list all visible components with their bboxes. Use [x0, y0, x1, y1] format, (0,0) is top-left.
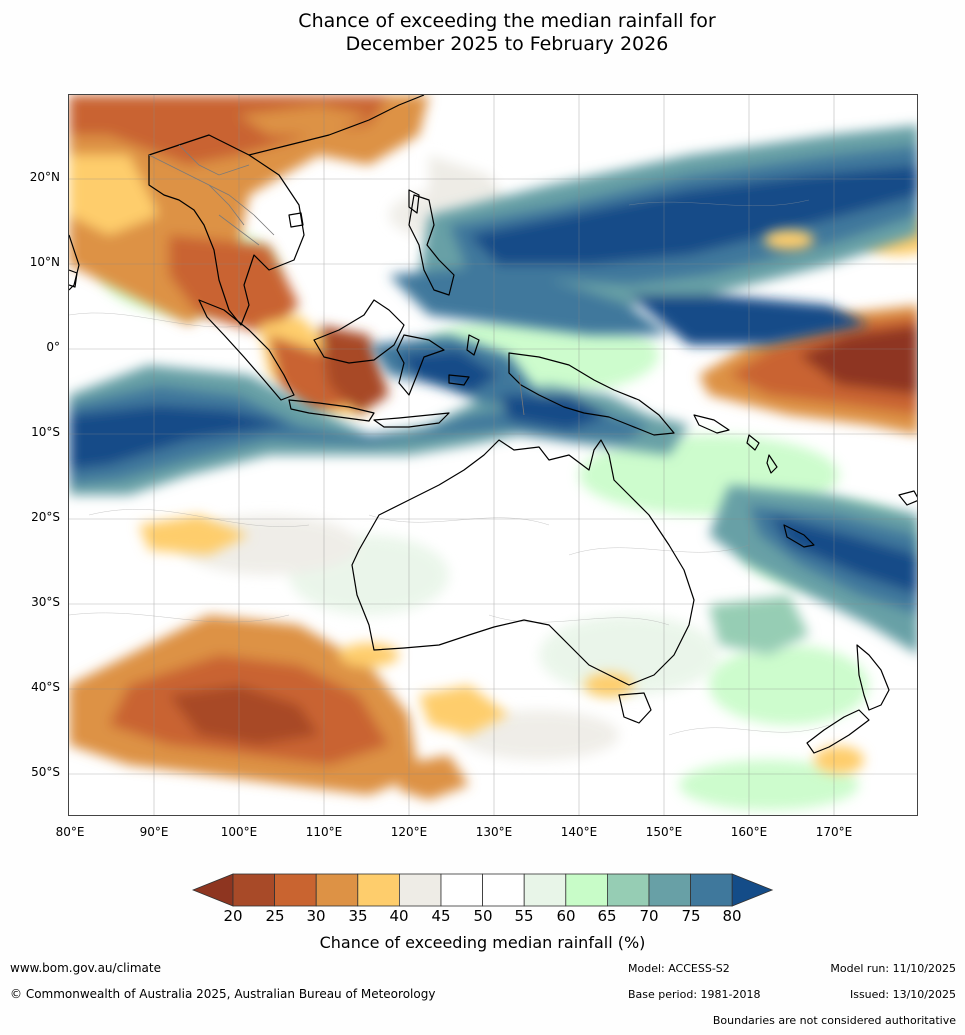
lat-label-50s: 50°S [31, 765, 60, 779]
legend-arrow-high [731, 873, 774, 907]
new-caledonia-coastline [783, 524, 815, 548]
legend-arrow-low [192, 873, 234, 907]
legend-tick-25: 25 [265, 907, 285, 925]
hainan-coastline [288, 212, 304, 228]
legend-tick-40: 40 [389, 907, 409, 925]
legend-tick-60: 60 [556, 907, 576, 925]
title-line-1: Chance of exceeding the median rainfall … [298, 10, 716, 32]
legend-tick-20: 20 [223, 907, 243, 925]
legend-swatch [565, 873, 608, 907]
new-guinea-coastline [508, 352, 675, 436]
legend-tick-70: 70 [639, 907, 659, 925]
map-svg [69, 95, 917, 815]
lon-label-100e: 100°E [220, 825, 258, 839]
lon-label-80e: 80°E [55, 825, 85, 839]
legend-swatch [398, 873, 442, 907]
rainfall-map [68, 94, 918, 816]
boundary-disclaimer: Boundaries are not considered authoritat… [712, 1014, 956, 1027]
borneo-coastline [313, 299, 405, 364]
legend-swatch [440, 873, 483, 907]
legend-swatch [690, 873, 733, 907]
sulawesi-coastline [396, 334, 445, 396]
legend-tick-65: 65 [597, 907, 617, 925]
lon-label-90e: 90°E [139, 825, 169, 839]
lat-label-40s: 40°S [31, 680, 60, 694]
coastlines [69, 95, 917, 754]
model-name: Model: ACCESS-S2 [628, 962, 730, 975]
lon-label-150e: 150°E [645, 825, 683, 839]
lon-label-170e: 170°E [815, 825, 853, 839]
lat-label-30s: 30°S [31, 595, 60, 609]
tasmania-coastline [618, 692, 652, 724]
legend-tick-30: 30 [306, 907, 326, 925]
issued-date: Issued: 13/10/2025 [849, 988, 956, 1001]
legend-tick-80: 80 [722, 907, 742, 925]
lon-label-120e: 120°E [390, 825, 428, 839]
chart-title: Chance of exceeding the median rainfall … [0, 10, 965, 56]
lat-label-20n: 20°N [29, 170, 60, 184]
lat-label-20s: 20°S [31, 510, 60, 524]
lon-label-160e: 160°E [730, 825, 768, 839]
legend-swatch [232, 873, 275, 907]
model-run-date: Model run: 11/10/2025 [830, 962, 956, 975]
legend-swatch [357, 873, 400, 907]
legend-title: Chance of exceeding median rainfall (%) [319, 933, 646, 952]
new-zealand-north-coastline [856, 644, 890, 711]
legend-swatch [315, 873, 359, 907]
lat-label-10s: 10°S [31, 425, 60, 439]
legend-swatch [482, 873, 525, 907]
lon-label-140e: 140°E [560, 825, 598, 839]
indochina-coastline [148, 134, 305, 326]
legend-colorbar [192, 873, 774, 907]
sri-lanka-coastline [69, 269, 78, 288]
legend-tick-45: 45 [431, 907, 451, 925]
graticule [69, 95, 917, 815]
new-zealand-south-coastline [806, 709, 870, 754]
base-period: Base period: 1981-2018 [628, 988, 761, 1001]
legend-swatch [606, 873, 650, 907]
copyright-text: © Commonwealth of Australia 2025, Austra… [10, 987, 436, 1001]
taiwan-coastline [408, 189, 420, 214]
china-coastline [248, 95, 425, 156]
lat-label-10n: 10°N [29, 255, 60, 269]
title-line-2: December 2025 to February 2026 [345, 33, 669, 55]
website-link[interactable]: www.bom.gov.au/climate [10, 961, 161, 975]
lon-label-110e: 110°E [305, 825, 343, 839]
lat-label-0: 0° [46, 340, 60, 354]
sumatra-coastline [198, 299, 295, 401]
country-borders [148, 144, 525, 416]
legend-tick-50: 50 [473, 907, 493, 925]
legend-tick-75: 75 [681, 907, 701, 925]
legend-swatch [523, 873, 567, 907]
legend-swatch [648, 873, 691, 907]
philippines-coastline [408, 194, 455, 296]
legend-tick-35: 35 [348, 907, 368, 925]
legend-tick-55: 55 [514, 907, 534, 925]
australia-coastline [351, 439, 695, 686]
lon-label-130e: 130°E [475, 825, 513, 839]
java-coastline [288, 399, 375, 422]
legend-swatch [274, 873, 317, 907]
